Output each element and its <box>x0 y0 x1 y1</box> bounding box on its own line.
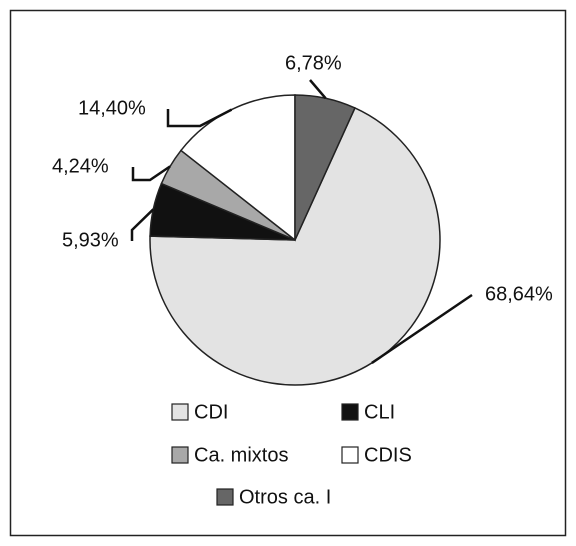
leader-line <box>131 165 171 182</box>
pie-slice <box>294 94 356 241</box>
data-label: 14,40% <box>78 97 146 119</box>
legend-swatch <box>171 403 189 421</box>
data-label: 68,64% <box>485 283 553 305</box>
legend-label: CDI <box>194 401 228 423</box>
data-label: 6,78% <box>285 52 342 74</box>
legend-label: CLI <box>364 401 395 423</box>
leader-line <box>166 108 233 128</box>
leader-line <box>130 208 155 241</box>
legend-swatch <box>216 488 234 506</box>
leader-line <box>371 293 473 364</box>
data-label: 5,93% <box>62 229 119 251</box>
legend-swatch <box>171 446 189 464</box>
leader-line <box>309 79 327 100</box>
frame <box>9 9 567 537</box>
legend-swatch <box>341 446 359 464</box>
legend-label: Ca. mixtos <box>194 444 288 466</box>
legend-label: Otros ca. I <box>239 486 331 508</box>
legend-swatch <box>341 403 359 421</box>
data-label: 4,24% <box>52 155 109 177</box>
legend-label: CDIS <box>364 444 412 466</box>
